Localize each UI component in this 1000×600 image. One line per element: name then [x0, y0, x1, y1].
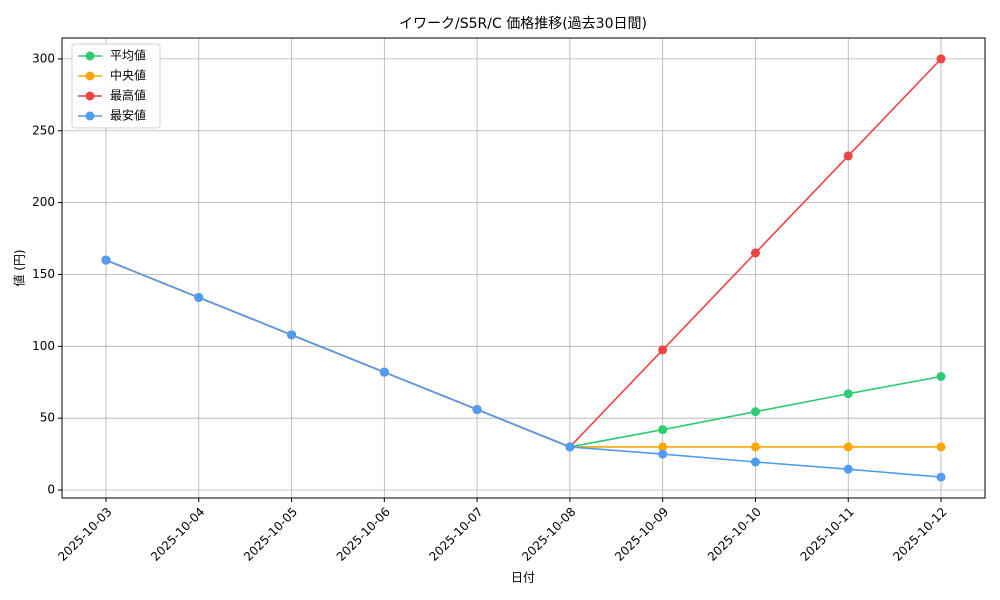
y-tick-label: 300 — [32, 51, 55, 65]
series-line — [105, 58, 942, 448]
point — [472, 405, 482, 415]
legend-label: 平均値 — [110, 48, 146, 63]
point — [936, 472, 946, 482]
point — [750, 457, 760, 467]
point — [658, 425, 668, 435]
x-tick-label: 2025-10-04 — [148, 505, 207, 564]
legend-label: 最安値 — [110, 108, 146, 123]
legend-label: 中央値 — [110, 68, 146, 83]
point — [379, 367, 389, 377]
point — [843, 151, 853, 161]
x-tick-label: 2025-10-07 — [426, 505, 485, 564]
x-tick-label: 2025-10-05 — [241, 505, 300, 564]
x-tick-label: 2025-10-12 — [890, 505, 949, 564]
x-tick-label: 2025-10-10 — [705, 505, 764, 564]
point — [658, 449, 668, 459]
x-tick-label: 2025-10-03 — [55, 505, 114, 564]
series-line — [105, 259, 942, 448]
y-axis-label: 値 (円) — [12, 249, 27, 286]
point — [936, 442, 946, 452]
point — [565, 442, 575, 452]
legend-label: 最高値 — [110, 88, 146, 103]
point — [658, 345, 668, 355]
series-line — [105, 259, 941, 448]
legend-marker — [85, 111, 95, 121]
y-tick-label: 100 — [32, 339, 55, 353]
plot-frame — [61, 37, 986, 499]
legend-marker — [85, 91, 95, 101]
x-tick-label: 2025-10-09 — [612, 505, 671, 564]
point — [287, 330, 297, 340]
legend-marker — [85, 51, 95, 61]
chart-title: イワーク/S5R/C 価格推移(過去30日間) — [399, 16, 647, 32]
y-tick-label: 0 — [47, 483, 55, 497]
point — [936, 54, 946, 64]
point — [936, 371, 946, 381]
point — [843, 442, 853, 452]
y-tick-label: 200 — [32, 195, 55, 209]
x-axis-label: 日付 — [511, 571, 535, 585]
legend-box — [71, 43, 161, 129]
series-line — [105, 259, 942, 478]
x-tick-label: 2025-10-08 — [519, 505, 578, 564]
y-tick-label: 50 — [40, 411, 55, 425]
y-tick-label: 150 — [32, 267, 55, 281]
x-tick-label: 2025-10-06 — [334, 505, 393, 564]
point — [750, 442, 760, 452]
point — [101, 255, 111, 265]
point — [750, 407, 760, 417]
point — [843, 389, 853, 399]
point — [843, 464, 853, 474]
x-tick-label: 2025-10-11 — [798, 505, 857, 564]
point — [658, 442, 668, 452]
legend-marker — [85, 71, 95, 81]
point — [194, 292, 204, 302]
point — [750, 248, 760, 258]
y-tick-label: 250 — [32, 123, 55, 137]
